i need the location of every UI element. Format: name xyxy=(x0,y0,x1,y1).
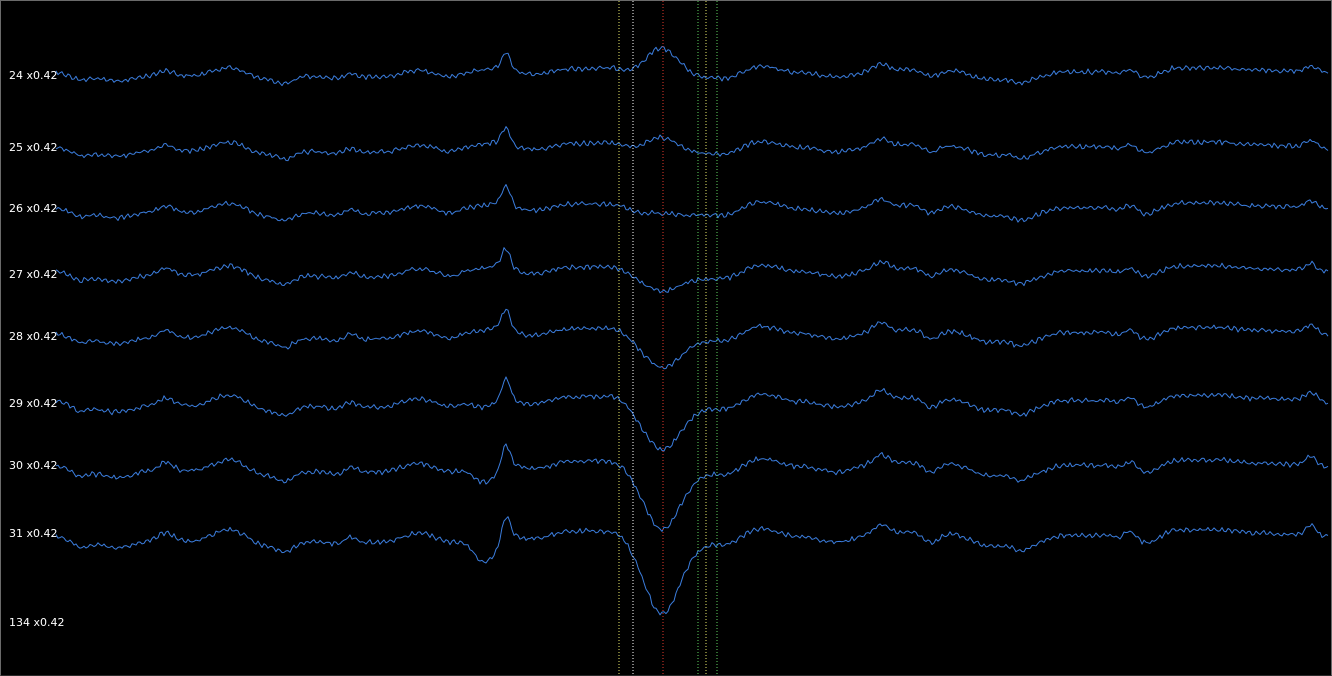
channel-label-layer: 24 x0.42 25 x0.42 26 x0.42 27 x0.42 28 x0.42… xyxy=(9,69,65,629)
channel-31-trace xyxy=(55,516,1329,616)
channel-24-trace xyxy=(55,46,1329,87)
channel-label-29: 29 x0.42 xyxy=(9,397,58,410)
channel-label-28: 28 x0.42 xyxy=(9,330,58,343)
channel-label-24: 24 x0.42 xyxy=(9,69,58,82)
trace-layer xyxy=(55,46,1329,616)
channel-label-27: 27 x0.42 xyxy=(9,268,58,281)
channel-29-trace xyxy=(55,376,1329,452)
channel-25-trace xyxy=(55,126,1329,162)
channel-27-trace xyxy=(55,247,1329,294)
channel-label-26: 26 x0.42 xyxy=(9,202,58,215)
channel-label-25: 25 x0.42 xyxy=(9,141,58,154)
channel-28-trace xyxy=(55,308,1329,370)
channel-label-30: 30 x0.42 xyxy=(9,459,58,472)
channel-26-trace xyxy=(55,184,1329,223)
channel-label-31: 31 x0.42 xyxy=(9,527,58,540)
channel-label-134: 134 x0.42 xyxy=(9,616,65,629)
channel-30-trace xyxy=(55,443,1329,532)
cursor-layer[interactable] xyxy=(618,1,718,675)
